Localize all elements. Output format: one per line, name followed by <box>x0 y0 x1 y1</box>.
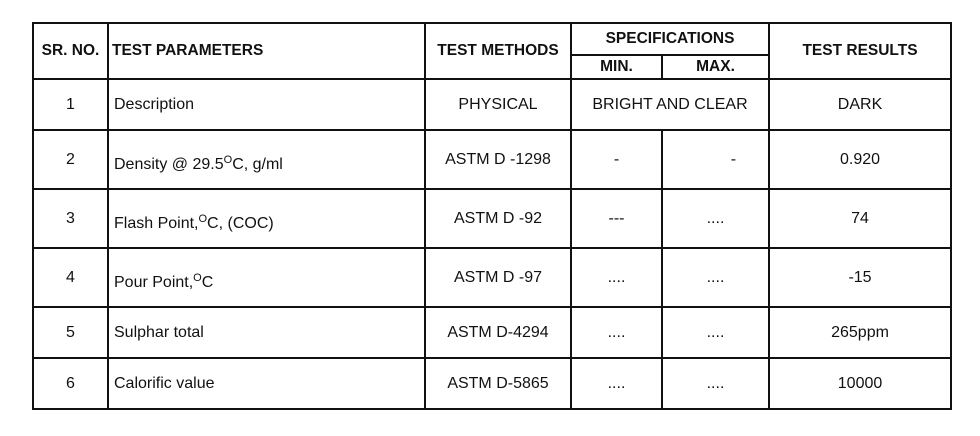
max-cell: .... <box>660 247 771 308</box>
parameter-cell: Sulphar total <box>107 306 426 359</box>
max-cell: .... <box>660 357 771 410</box>
method-cell: PHYSICAL <box>424 78 572 131</box>
parameter-cell: Density @ 29.5OC, g/ml <box>107 129 426 190</box>
max-cell: .... <box>660 188 771 249</box>
min-cell: .... <box>570 247 663 308</box>
subheader-row: MIN. MAX. <box>33 54 951 80</box>
method-cell: ASTM D -97 <box>424 247 572 308</box>
table-row: 6 Calorific value ASTM D-5865 .... .... … <box>32 357 953 410</box>
degree-symbol: O <box>223 153 233 166</box>
result-cell: DARK <box>768 78 953 131</box>
method-cell: ASTM D -1298 <box>424 129 572 190</box>
parameter-text: Pour Point, <box>114 273 194 291</box>
parameter-cell: Pour Point,OC <box>107 247 426 308</box>
header-row: SR. NO. TEST PARAMETERS TEST METHODS SPE… <box>32 22 953 80</box>
spec-cell: BRIGHT AND CLEAR <box>569 78 771 131</box>
method-cell: ASTM D -92 <box>424 188 572 249</box>
min-cell: - <box>570 129 663 190</box>
header-specifications: SPECIFICATIONS <box>569 22 771 56</box>
header-test-methods: TEST METHODS <box>424 22 572 80</box>
max-cell: .... <box>660 306 771 359</box>
parameter-cell: Flash Point,OC, (COC) <box>107 188 426 249</box>
result-cell: 10000 <box>768 357 953 410</box>
table-row: 3 Flash Point,OC, (COC) ASTM D -92 --- .… <box>32 188 953 249</box>
header-max: MAX. <box>660 54 771 80</box>
degree-symbol: O <box>193 271 202 284</box>
sr-cell: 5 <box>32 306 109 359</box>
result-cell: 74 <box>768 188 953 249</box>
parameter-cell: Calorific value <box>107 357 426 410</box>
parameter-unit: C <box>201 273 214 291</box>
method-cell: ASTM D-5865 <box>424 357 572 410</box>
header-test-parameters: TEST PARAMETERS <box>107 22 426 80</box>
result-cell: -15 <box>768 247 953 308</box>
table-row: 4 Pour Point,OC ASTM D -97 .... .... -15 <box>32 247 953 308</box>
header-test-results: TEST RESULTS <box>768 22 953 80</box>
parameter-text: Density @ 29.5 <box>114 155 224 173</box>
result-cell: 265ppm <box>768 306 953 359</box>
test-results-table: SR. NO. TEST PARAMETERS TEST METHODS SPE… <box>32 22 953 410</box>
min-cell: --- <box>570 188 663 249</box>
result-cell: 0.920 <box>768 129 953 190</box>
sr-cell: 6 <box>32 357 109 410</box>
header-min: MIN. <box>570 54 663 80</box>
max-cell: - <box>660 129 771 190</box>
parameter-unit: C, g/ml <box>232 155 283 173</box>
min-cell: .... <box>570 306 663 359</box>
table-row: 2 Density @ 29.5OC, g/ml ASTM D -1298 - … <box>32 129 953 190</box>
sr-cell: 2 <box>32 129 109 190</box>
table-row: 1 Description PHYSICAL BRIGHT AND CLEAR … <box>32 78 953 131</box>
parameter-unit: C, (COC) <box>207 214 274 232</box>
header-sr-no: SR. NO. <box>32 22 109 80</box>
min-cell: .... <box>570 357 663 410</box>
parameter-cell: Description <box>107 78 426 131</box>
parameter-text: Flash Point, <box>114 214 199 232</box>
method-cell: ASTM D-4294 <box>424 306 572 359</box>
table-row: 5 Sulphar total ASTM D-4294 .... .... 26… <box>32 306 953 359</box>
degree-symbol: O <box>198 212 208 225</box>
sr-cell: 3 <box>32 188 109 249</box>
sr-cell: 1 <box>32 78 109 131</box>
sr-cell: 4 <box>32 247 109 308</box>
